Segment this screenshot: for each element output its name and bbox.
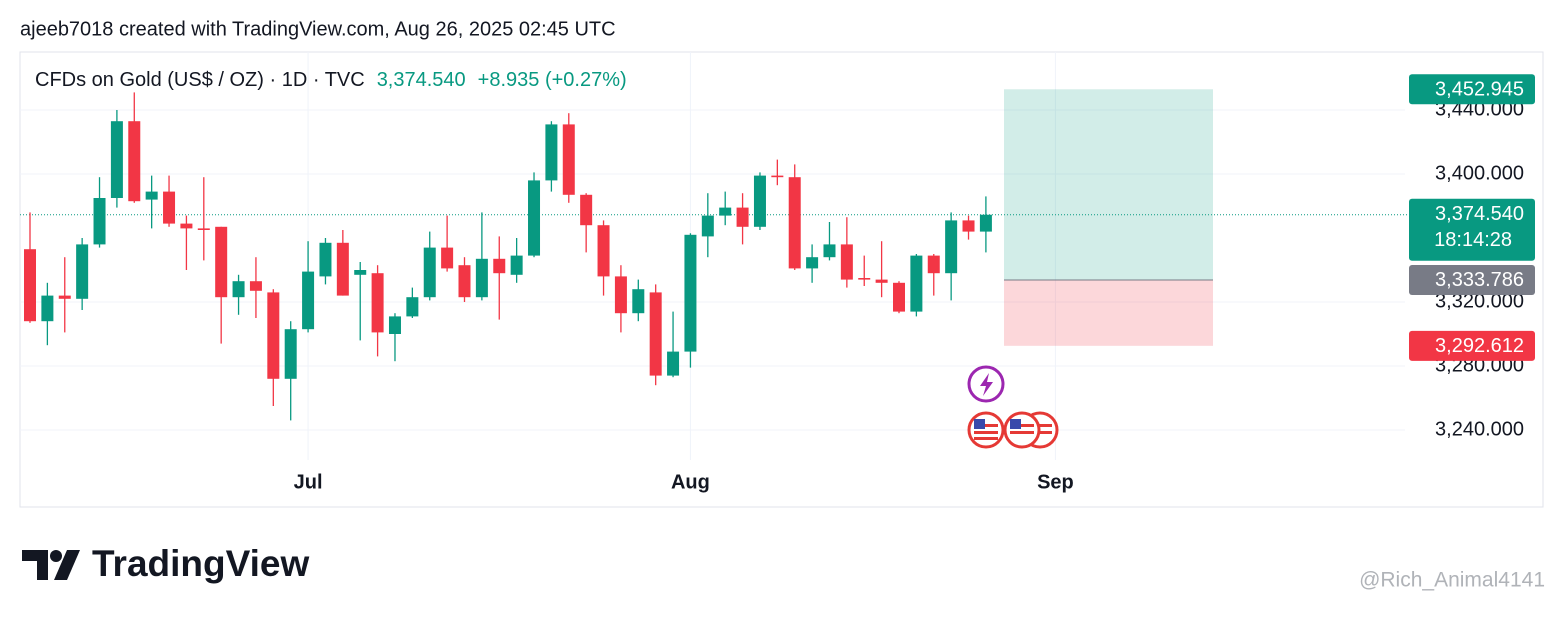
candle-body [562,124,575,195]
candle-body [736,207,749,227]
candle-body [441,247,454,269]
candle-body [249,281,262,291]
candle-body [875,279,888,283]
candle-body [510,255,523,275]
candle-body [41,295,54,322]
candle-body [545,124,558,181]
candle-body [580,194,593,226]
target-label: 3,452.945 [1435,79,1524,101]
candle-body [197,228,210,230]
candle-body [145,191,158,200]
candle-body [388,316,401,334]
candle-body [24,249,36,322]
x-tick-label: Aug [671,471,710,493]
loss-zone [1004,279,1213,346]
candle-body [632,289,645,314]
candle-body [215,226,228,298]
candle-body [910,255,923,312]
candle-body [979,214,992,232]
candle-body [806,257,819,269]
grid [20,52,1405,460]
candle-body [823,244,836,258]
candle-body [110,121,123,198]
header-price: 3,374.540 [377,69,466,91]
candle-body [475,258,488,298]
candle-body [945,220,958,274]
brand-name: TradingView [92,543,309,584]
candle-body [319,242,332,277]
candle-body [649,292,662,376]
candle-body [371,273,384,333]
entry-label: 3,333.786 [1435,269,1524,291]
chart-header: CFDs on Gold (US$ / OZ) · 1D · TVC 3,374.… [35,69,627,91]
candle-body [701,215,714,237]
price-axis: 3,240.0003,280.0003,320.0003,400.0003,44… [294,74,1535,493]
candle-body [458,265,471,298]
y-tick-label: 3,400.000 [1435,162,1524,184]
x-tick-label: Sep [1037,471,1074,493]
candle-body [493,258,506,274]
creator-line: ajeeb7018 created with TradingView.com, … [20,18,616,40]
candle-body [893,282,905,312]
candle-body [614,276,627,314]
candle-body [406,297,419,317]
candle-body [128,121,141,202]
candle-body [284,329,297,379]
event-icons [967,365,1059,449]
plot [20,89,1408,421]
lightning-bolt [980,373,993,396]
stop-badge [1409,330,1535,361]
candle-body [76,244,89,299]
candle-body [753,175,766,227]
last-price-label: 3,374.540 [1435,203,1524,225]
candle-body [180,223,193,229]
candle-body [267,292,280,379]
candle-body [423,247,436,298]
candle-body [719,207,732,216]
candle-body [962,220,975,232]
candle-body [354,270,367,275]
candle-body [840,244,853,280]
candle-body [684,234,697,352]
candle-body [667,351,680,376]
candle-body [771,175,784,178]
candle-body [232,281,245,298]
candle-body [927,255,940,274]
candle-body [336,242,349,296]
target-badge [1409,74,1535,105]
header-change: +8.935 (+0.27%) [478,69,627,91]
profit-zone [1004,89,1213,280]
candle-body [93,198,106,245]
flag-icon [1003,411,1041,449]
chart-panel [19,51,1544,508]
candle-body [858,278,871,280]
brand-logo [22,550,80,580]
stop-label: 3,292.612 [1435,335,1524,357]
candle-body [163,191,176,224]
y-tick-label: 3,240.000 [1435,418,1524,440]
entry-badge [1409,264,1535,295]
candle-body [788,177,801,269]
last-price-badge [1409,198,1535,261]
candle-body [58,295,71,299]
symbol-title: CFDs on Gold (US$ / OZ) · 1D · TVC [35,69,365,91]
countdown-label: 18:14:28 [1434,229,1512,251]
candle-body [302,271,315,330]
x-tick-label: Jul [294,471,323,493]
candle-body [528,180,541,256]
watermark: @Rich_Animal4141 [1359,569,1545,592]
y-tick-label: 3,320.000 [1435,290,1524,312]
candle-body [597,225,610,277]
flag-icon [967,411,1005,449]
